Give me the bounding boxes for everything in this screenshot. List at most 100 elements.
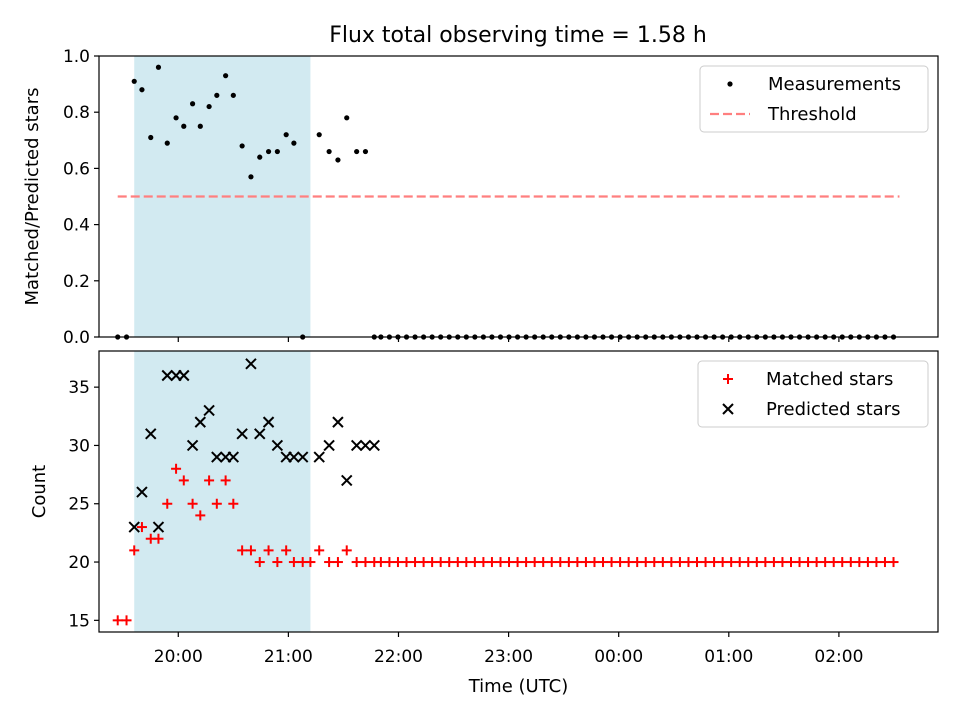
measurement-point bbox=[326, 148, 332, 155]
matched-star-point bbox=[879, 557, 890, 568]
predicted-star-point bbox=[245, 358, 257, 370]
measurement-point bbox=[148, 134, 154, 141]
matched-star-point bbox=[136, 522, 147, 533]
matched-star-point bbox=[410, 557, 421, 568]
predicted-star-point bbox=[211, 451, 223, 463]
ratio-legend-box bbox=[699, 65, 929, 133]
predicted-star-point bbox=[296, 451, 309, 463]
measurement-point bbox=[283, 132, 289, 138]
matched-star-point bbox=[171, 463, 182, 474]
predicted-star-point bbox=[271, 439, 284, 452]
matched-star-point bbox=[211, 498, 222, 509]
matched-star-point bbox=[237, 545, 248, 556]
matched-star-point bbox=[332, 557, 343, 568]
x-tick-label: 23:00 bbox=[484, 647, 533, 667]
measurement-point bbox=[189, 101, 196, 107]
predicted-star-point bbox=[186, 439, 199, 452]
matched-star-point bbox=[129, 545, 140, 556]
matched-star-point bbox=[743, 557, 754, 568]
measurement-point bbox=[206, 103, 212, 110]
measurement-point bbox=[131, 78, 137, 84]
matched-star-point bbox=[709, 557, 720, 568]
matched-star-point bbox=[871, 557, 882, 568]
predicted-star-point bbox=[288, 451, 300, 463]
count-y-ticks: 15 20 25 30 35 bbox=[68, 378, 99, 631]
matched-star-point bbox=[281, 545, 292, 556]
matched-star-point bbox=[598, 557, 609, 568]
matched-star-point bbox=[153, 533, 164, 544]
count-legend: Matched stars Predicted stars bbox=[697, 360, 929, 428]
count-y-tick-label: 35 bbox=[68, 378, 90, 398]
matched-star-point bbox=[546, 557, 557, 568]
count-y-tick-label: 30 bbox=[68, 436, 90, 456]
matched-star-point bbox=[683, 557, 694, 568]
ratio-y-tick-label: 0.4 bbox=[63, 216, 90, 236]
ratio-x-ticks bbox=[177, 337, 840, 342]
predicted-star-point bbox=[145, 428, 157, 440]
measurement-point bbox=[181, 123, 187, 129]
x-tick-label: 22:00 bbox=[374, 647, 423, 667]
matched-star-point bbox=[572, 557, 583, 568]
predicted-star-point bbox=[178, 369, 190, 382]
predicted-star-point bbox=[203, 404, 215, 417]
count-legend-box bbox=[697, 360, 929, 428]
matched-star-point bbox=[263, 545, 274, 556]
ratio-y-ticks: 0.0 0.2 0.4 0.6 0.8 1.0 bbox=[63, 47, 99, 348]
matched-star-point bbox=[444, 557, 455, 568]
legend-swatch bbox=[722, 403, 734, 415]
matched-star-point bbox=[360, 557, 371, 568]
measurement-point bbox=[335, 157, 341, 163]
predicted-star-point bbox=[350, 439, 363, 452]
count-y-axis-label: Count bbox=[29, 465, 50, 518]
count-plot-frame bbox=[98, 350, 939, 633]
matched-star-point bbox=[461, 557, 472, 568]
x-tick-label: 21:00 bbox=[264, 647, 313, 667]
matched-star-point bbox=[563, 557, 574, 568]
count-y-tick-label: 25 bbox=[68, 495, 90, 515]
matched-star-point bbox=[854, 557, 865, 568]
measurement-point bbox=[291, 140, 297, 146]
matched-star-point bbox=[452, 557, 463, 568]
ratio-panel: 0.0 0.2 0.4 0.6 0.8 1.0 Matched/Predicted sta… bbox=[22, 47, 939, 348]
matched-star-point bbox=[427, 557, 438, 568]
matched-star-point bbox=[589, 557, 600, 568]
matched-star-point bbox=[314, 545, 325, 556]
measurement-point bbox=[197, 123, 203, 129]
measurement-point bbox=[173, 115, 179, 121]
matched-star-point bbox=[785, 557, 796, 568]
matched-star-point bbox=[220, 475, 231, 486]
matched-star-point bbox=[178, 475, 189, 486]
count-panel: 15 20 25 30 35 20:00 21:00 22:00 23:00 00:00 01:0… bbox=[29, 350, 939, 697]
measurement-point bbox=[239, 143, 245, 149]
predicted-star-point bbox=[332, 416, 344, 428]
ratio-y-tick-label: 0.2 bbox=[63, 272, 90, 292]
matched-star-point bbox=[195, 510, 206, 521]
measurement-point bbox=[248, 174, 254, 180]
predicted-star-point bbox=[194, 416, 207, 428]
matched-star-point bbox=[324, 557, 335, 568]
matched-star-point bbox=[845, 557, 856, 568]
matched-star-point bbox=[768, 557, 779, 568]
matched-star-point bbox=[341, 545, 352, 556]
matched-star-point bbox=[580, 557, 591, 568]
matched-star-point bbox=[204, 475, 215, 486]
measurement-point bbox=[316, 132, 322, 138]
matched-star-point bbox=[734, 557, 745, 568]
measurement-point bbox=[344, 115, 350, 121]
matched-star-point bbox=[254, 557, 265, 568]
matched-star-point bbox=[521, 557, 532, 568]
matched-star-point bbox=[187, 498, 198, 509]
matched-star-point bbox=[272, 557, 283, 568]
ratio-legend: Measurements Threshold bbox=[699, 65, 929, 133]
measurement-point bbox=[354, 148, 360, 155]
matched-star-point bbox=[162, 498, 173, 509]
x-tick-label: 02:00 bbox=[814, 647, 863, 667]
matched-star-point bbox=[529, 557, 540, 568]
matched-star-point bbox=[632, 557, 643, 568]
matched-star-point bbox=[657, 557, 668, 568]
matched-star-point bbox=[862, 557, 873, 568]
matched-star-point bbox=[392, 557, 403, 568]
matched-star-point bbox=[777, 557, 788, 568]
measurement-point bbox=[274, 148, 280, 155]
